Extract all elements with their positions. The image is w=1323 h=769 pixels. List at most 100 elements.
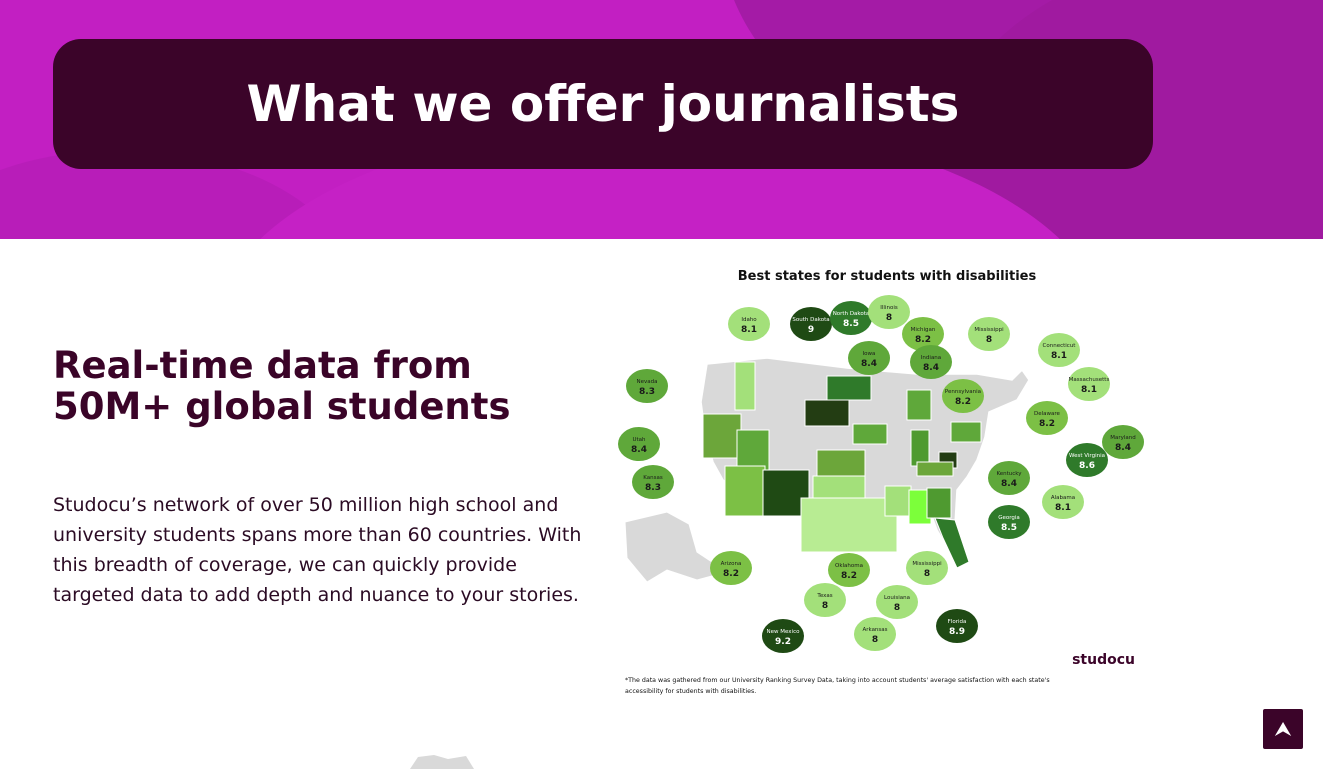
infographic-footnote: *The data was gathered from our Universi…	[625, 677, 1050, 684]
map-state-fill	[826, 375, 872, 401]
state-callout-bubble	[626, 369, 668, 403]
state-score-label: 8.2	[955, 397, 971, 407]
map-state-fill	[852, 423, 888, 445]
state-score-label: 8.1	[1081, 385, 1097, 395]
state-name-label: South Dakota	[792, 317, 829, 323]
state-callout-bubble	[1038, 333, 1080, 367]
state-callout-bubble	[1068, 367, 1110, 401]
state-score-label: 8.2	[1039, 419, 1055, 429]
state-name-label: Arizona	[721, 561, 742, 567]
state-score-label: 8.1	[1055, 503, 1071, 513]
state-name-label: Nevada	[637, 379, 658, 385]
state-callout-bubble	[868, 295, 910, 329]
state-score-label: 8	[886, 313, 892, 323]
state-score-label: 8.4	[923, 363, 939, 373]
state-score-label: 8.5	[843, 319, 859, 329]
state-score-label: 9.2	[775, 637, 791, 647]
state-name-label: Mississippi	[912, 561, 942, 567]
state-callout-bubble	[618, 427, 660, 461]
state-name-label: Michigan	[911, 327, 936, 333]
page-title: What we offer journalists	[246, 75, 960, 133]
hero-banner: What we offer journalists	[0, 0, 1323, 239]
state-score-label: 8.4	[861, 359, 877, 369]
hero-title-card: What we offer journalists	[53, 39, 1153, 169]
section-body: Studocu’s network of over 50 million hig…	[53, 494, 582, 606]
state-score-label: 8.2	[915, 335, 931, 345]
state-name-label: Massachusetts	[1069, 377, 1110, 383]
map-state-fill	[950, 421, 982, 443]
state-name-label: Mississippi	[974, 327, 1004, 333]
state-callout-bubble	[804, 583, 846, 617]
state-callout-bubble	[848, 341, 890, 375]
state-callout-bubble	[854, 617, 896, 651]
scroll-to-top-button[interactable]: ⮝	[1263, 709, 1303, 749]
state-score-label: 8.4	[631, 445, 647, 455]
disability-states-infographic: Best states for students with disabiliti…	[617, 262, 1147, 702]
state-score-label: 8.5	[1001, 523, 1017, 533]
state-score-label: 8.9	[949, 627, 965, 637]
state-callout-bubble	[1042, 485, 1084, 519]
map-state-fill	[910, 429, 930, 467]
state-name-label: Texas	[816, 593, 832, 599]
alaska-shape	[624, 511, 729, 583]
state-name-label: Iowa	[863, 351, 876, 357]
state-name-label: Oklahoma	[835, 563, 863, 569]
state-name-label: Alabama	[1051, 495, 1075, 501]
state-callout-bubble	[790, 307, 832, 341]
state-name-label: Idaho	[741, 317, 757, 323]
state-name-label: Louisiana	[884, 595, 910, 601]
map-state-fill	[736, 429, 770, 471]
map-state-fill	[934, 517, 970, 569]
map-state-fill	[800, 497, 898, 553]
map-state-fill	[916, 461, 954, 477]
state-callout-bubble	[1026, 401, 1068, 435]
state-callout-bubble	[968, 317, 1010, 351]
data-section-text: Real-time data from 50M+ global students…	[53, 345, 598, 610]
state-callout-bubble	[762, 619, 804, 653]
state-name-label: Maryland	[1110, 435, 1136, 441]
state-name-label: Florida	[948, 619, 967, 625]
state-score-label: 8.4	[1001, 479, 1017, 489]
state-name-label: Connecticut	[1043, 343, 1077, 349]
infographic-footnote: accessibility for students with disabili…	[625, 688, 756, 695]
state-name-label: Kansas	[643, 475, 663, 481]
state-score-label: 9	[808, 325, 814, 335]
state-callout-bubble	[710, 551, 752, 585]
state-name-label: West Virginia	[1069, 453, 1105, 459]
state-callout-bubble	[1066, 443, 1108, 477]
state-callout-bubble	[910, 345, 952, 379]
map-state-fill	[724, 465, 766, 517]
state-score-label: 8.1	[1051, 351, 1067, 361]
state-callout-bubble	[988, 461, 1030, 495]
state-callout-bubble	[830, 301, 872, 335]
state-score-label: 8	[924, 569, 930, 579]
state-callout-bubble	[728, 307, 770, 341]
state-score-label: 8	[822, 601, 828, 611]
state-score-label: 8.2	[723, 569, 739, 579]
state-callout-bubble	[902, 317, 944, 351]
state-callout-bubble	[936, 609, 978, 643]
state-name-label: Georgia	[998, 515, 1020, 521]
state-callout-bubble	[876, 585, 918, 619]
infographic-title: Best states for students with disabiliti…	[738, 269, 1037, 284]
section-heading: Real-time data from 50M+ global students	[53, 344, 511, 428]
state-score-label: 8.4	[1115, 443, 1131, 453]
map-state-fill	[816, 449, 866, 477]
map-state-fill	[734, 361, 756, 411]
state-score-label: 8.2	[841, 571, 857, 581]
infographic-canvas: Best states for students with disabiliti…	[618, 269, 1144, 695]
state-name-label: New Mexico	[767, 629, 801, 635]
state-name-label: Pennsylvania	[945, 389, 981, 395]
state-name-label: Illinois	[880, 305, 898, 311]
state-name-label: Indiana	[921, 355, 941, 361]
next-section-decoration	[410, 755, 474, 769]
state-callout-bubble	[828, 553, 870, 587]
state-name-label: Kentucky	[996, 471, 1022, 477]
map-state-fill	[926, 487, 952, 519]
map-state-fill	[804, 399, 850, 427]
state-score-label: 8	[872, 635, 878, 645]
state-name-label: Delaware	[1034, 411, 1061, 417]
map-state-fill	[884, 485, 912, 517]
state-name-label: North Dakota	[833, 311, 870, 317]
state-callout-bubble	[1102, 425, 1144, 459]
